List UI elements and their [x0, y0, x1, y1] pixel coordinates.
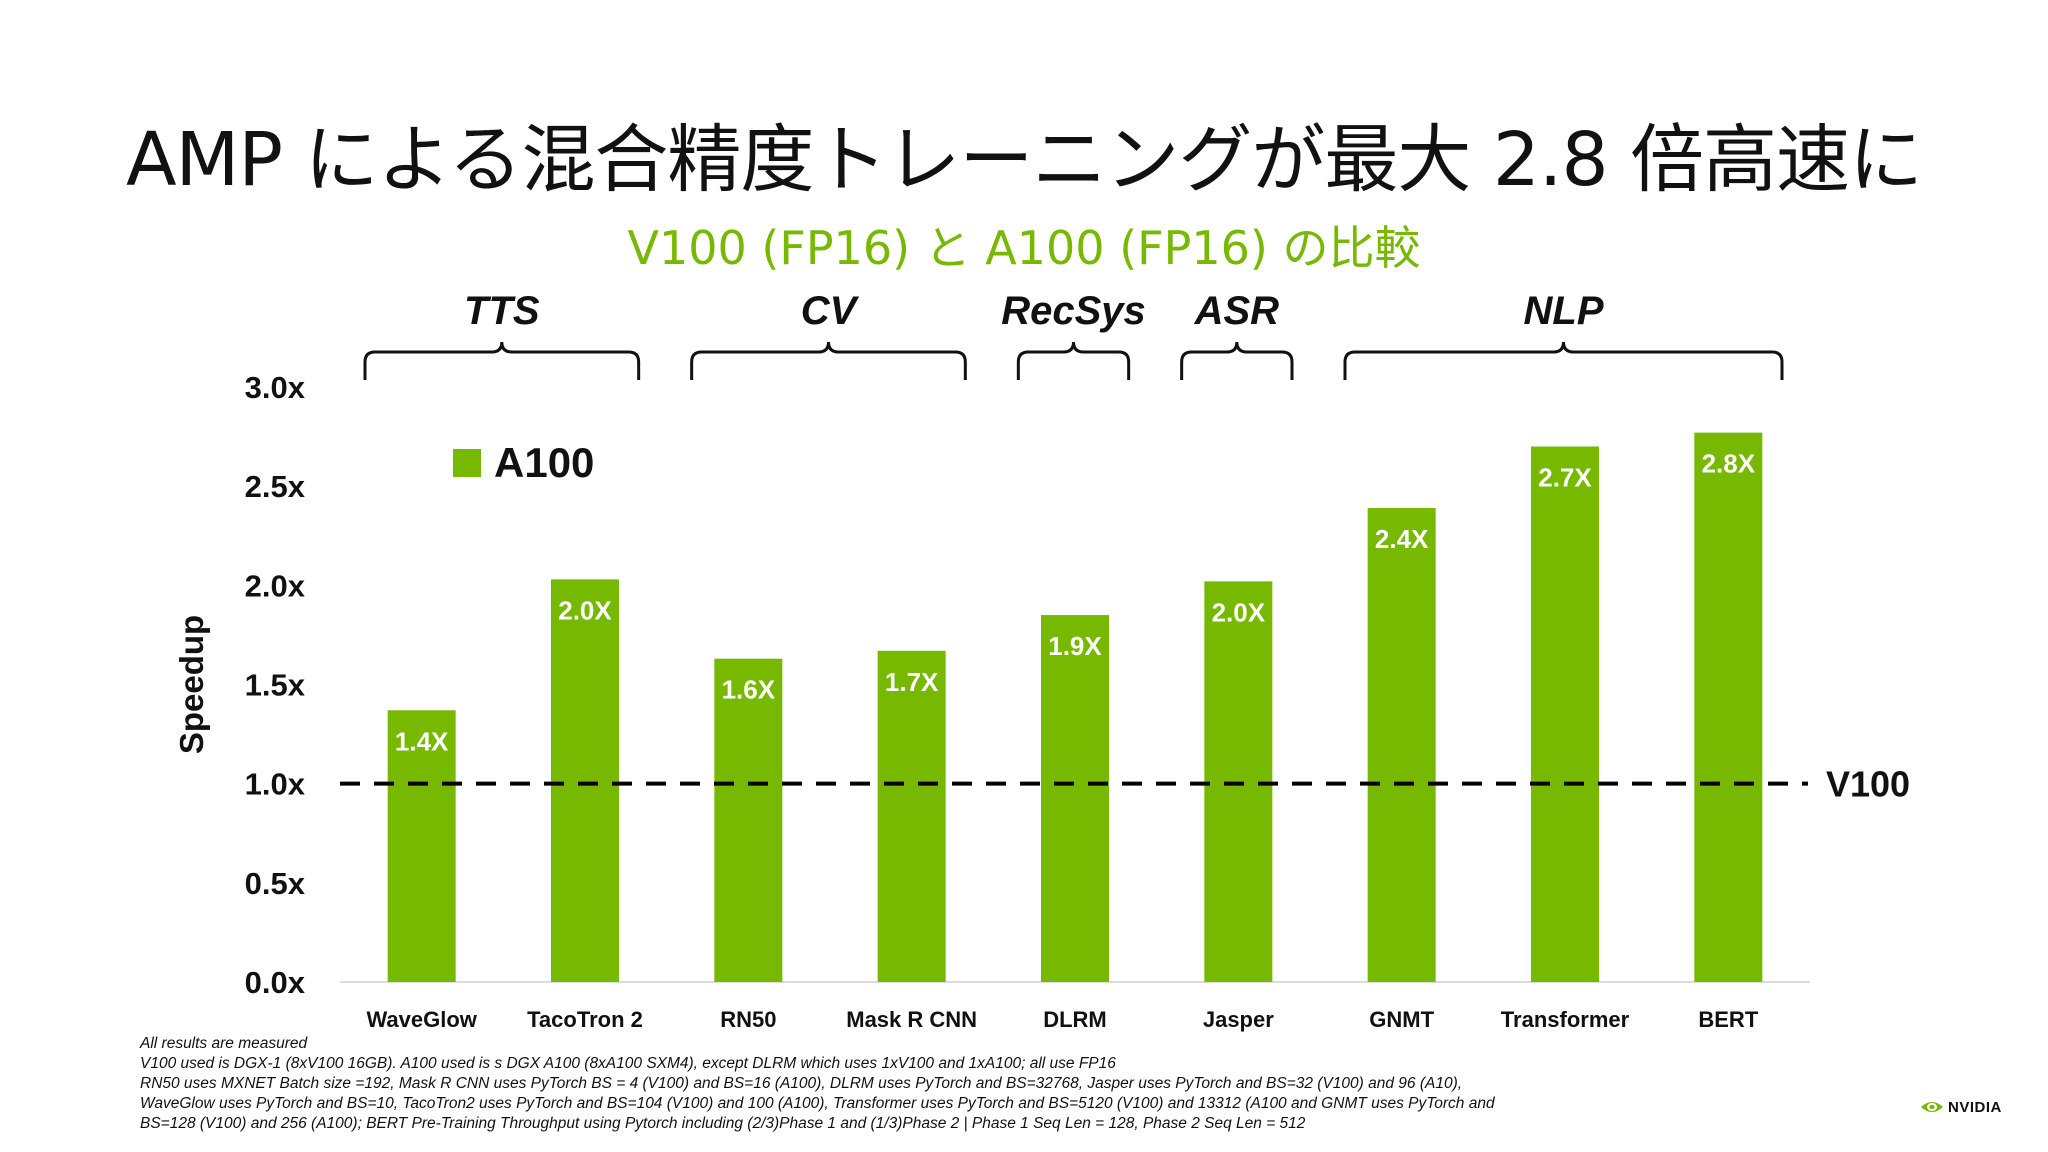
footnote-line: WaveGlow uses PyTorch and BS=10, TacoTro… — [140, 1095, 1495, 1112]
footnote-line: RN50 uses MXNET Batch size =192, Mask R … — [140, 1075, 1463, 1092]
bar-mask-r-cnn — [877, 650, 946, 982]
bar-value-label: 2.8X — [1702, 449, 1756, 479]
legend-label-a100: A100 — [494, 439, 594, 486]
x-category-label: WaveGlow — [366, 1007, 477, 1032]
y-tick-label: 1.5x — [245, 668, 306, 703]
footnotes: All results are measured V100 used is DG… — [140, 1034, 1720, 1134]
group-label-nlp: NLP — [1524, 289, 1604, 333]
y-tick-label: 3.0x — [245, 370, 306, 405]
nvidia-logo-text: NVIDIA — [1948, 1098, 2002, 1116]
v100-baseline-label: V100 — [1826, 764, 1910, 805]
slide-title: AMP による混合精度トレーニングが最大 2.8 倍高速に — [125, 117, 1923, 203]
group-brace-recsys — [1016, 341, 1131, 380]
footnote-line: V100 used is DGX-1 (8xV100 16GB). A100 u… — [140, 1055, 1116, 1072]
bar-gnmt — [1367, 507, 1436, 982]
bar-transformer — [1531, 446, 1599, 982]
bar-dlrm — [1041, 615, 1109, 982]
bar-value-label: 2.0X — [558, 595, 612, 625]
y-tick-label: 0.5x — [245, 866, 306, 901]
y-axis-title: Speedup — [173, 615, 210, 754]
x-category-label: GNMT — [1369, 1007, 1434, 1032]
bar-value-label: 1.9X — [1048, 631, 1102, 661]
slide-subtitle: V100 (FP16) と A100 (FP16) の比較 — [627, 221, 1421, 275]
x-category-label: TacoTron 2 — [527, 1007, 643, 1032]
footnote-line: All results are measured — [140, 1035, 308, 1052]
bar-value-label: 1.7X — [885, 667, 939, 697]
group-brace-cv — [690, 341, 967, 380]
x-category-label: BERT — [1698, 1007, 1758, 1032]
group-label-tts: TTS — [464, 289, 540, 333]
bar-waveglow — [387, 710, 456, 982]
group-label-cv: CV — [801, 289, 860, 333]
nvidia-eye-icon — [1921, 1102, 1943, 1112]
bar-rn50 — [714, 658, 783, 982]
bar-value-label: 1.4X — [395, 726, 449, 756]
group-brace-tts — [363, 341, 641, 380]
bar-value-label: 2.7X — [1538, 463, 1592, 493]
bar-value-label: 2.0X — [1212, 597, 1266, 627]
group-brace-nlp — [1343, 341, 1784, 380]
group-brace-asr — [1180, 341, 1294, 380]
nvidia-logo: NVIDIA — [1920, 1096, 2015, 1118]
x-category-label: Jasper — [1203, 1007, 1274, 1032]
bar-bert — [1694, 432, 1763, 982]
y-tick-label: 2.5x — [245, 469, 306, 504]
y-tick-label: 0.0x — [245, 965, 306, 1000]
bar-tacotron-2 — [551, 579, 619, 982]
legend-swatch-a100 — [453, 449, 481, 477]
y-tick-label: 2.0x — [245, 568, 306, 603]
x-category-label: RN50 — [720, 1007, 776, 1032]
group-label-recsys: RecSys — [1001, 289, 1146, 333]
x-category-label: Transformer — [1501, 1007, 1630, 1032]
y-tick-label: 1.0x — [245, 767, 306, 802]
bar-value-label: 1.6X — [722, 675, 776, 705]
x-category-label: DLRM — [1043, 1007, 1107, 1032]
x-category-label: Mask R CNN — [846, 1007, 977, 1032]
group-label-asr: ASR — [1194, 289, 1280, 333]
bar-value-label: 2.4X — [1375, 524, 1429, 554]
footnote-line: BS=128 (V100) and 256 (A100); BERT Pre-T… — [140, 1115, 1306, 1132]
